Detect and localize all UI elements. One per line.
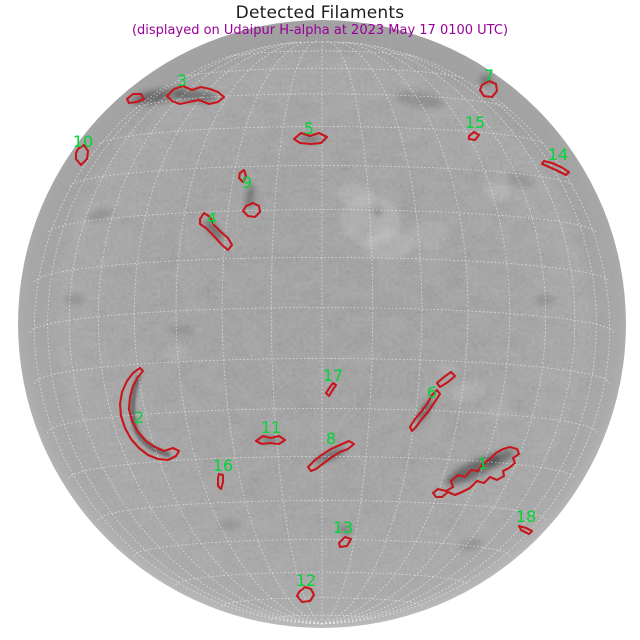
grid-line bbox=[321, 41, 423, 625]
plage-bright-patch bbox=[484, 184, 512, 200]
filament-label-15: 15 bbox=[465, 113, 485, 132]
filament-label-6: 6 bbox=[427, 383, 437, 402]
filament-label-13: 13 bbox=[333, 518, 353, 537]
grid-line bbox=[69, 165, 575, 187]
filament-label-1: 1 bbox=[478, 454, 488, 473]
dark-mottle bbox=[204, 219, 224, 241]
dark-mottle bbox=[480, 75, 492, 85]
filament-contour-5 bbox=[292, 131, 329, 146]
page-title: Detected Filaments bbox=[235, 3, 405, 23]
plage-bright-patch bbox=[365, 230, 415, 260]
filament-contour-7 bbox=[478, 79, 499, 99]
filament-label-9: 9 bbox=[242, 173, 252, 192]
filament-contour-9 bbox=[237, 168, 248, 184]
grid-line bbox=[133, 539, 511, 557]
filament-contour-6 bbox=[408, 388, 442, 433]
plage-bright-patch bbox=[438, 362, 458, 374]
filament-contour-4 bbox=[198, 211, 234, 252]
dark-mottle bbox=[245, 184, 255, 208]
filament-contour-11 bbox=[254, 434, 287, 446]
filament-contour-17 bbox=[324, 381, 338, 398]
filament-contour-18 bbox=[517, 524, 534, 536]
heliographic-grid bbox=[29, 40, 615, 625]
filament-label-16: 16 bbox=[213, 456, 233, 475]
plage-bright-patch bbox=[452, 378, 488, 402]
filament-contours bbox=[74, 79, 571, 604]
filament-contour-1 bbox=[431, 445, 521, 499]
grid-line bbox=[135, 93, 509, 109]
filament-label-17: 17 bbox=[323, 366, 343, 385]
filament-label-10: 10 bbox=[73, 132, 93, 151]
plage-bright-patch bbox=[337, 183, 373, 207]
filament-label-18: 18 bbox=[516, 507, 536, 526]
grid-line bbox=[280, 41, 364, 45]
dark-mottle bbox=[395, 92, 445, 108]
dark-mottle bbox=[299, 135, 321, 143]
grid-line bbox=[321, 41, 511, 625]
dark-mottle bbox=[218, 520, 242, 530]
filament-contour-15 bbox=[467, 130, 481, 142]
grid-line bbox=[47, 408, 597, 433]
filament-contour-14 bbox=[540, 159, 571, 177]
filament-label-3: 3 bbox=[177, 71, 187, 90]
grid-line bbox=[47, 53, 323, 625]
grid-line bbox=[29, 307, 615, 333]
dark-mottle bbox=[535, 295, 555, 305]
grid-line bbox=[178, 67, 466, 79]
filament-contour-6 bbox=[435, 370, 457, 389]
filament-contour-10 bbox=[74, 143, 90, 167]
dark-mottle bbox=[338, 525, 352, 535]
grid-line bbox=[175, 571, 469, 586]
filament-contour-9 bbox=[241, 201, 262, 219]
filament-label-11: 11 bbox=[261, 418, 281, 437]
page-subtitle: (displayed on Udaipur H-alpha at 2023 Ma… bbox=[131, 23, 509, 38]
dark-mottle bbox=[134, 87, 186, 105]
dark-mottle bbox=[166, 325, 194, 335]
filament-contour-8 bbox=[306, 439, 356, 473]
filament-label-5: 5 bbox=[304, 119, 314, 138]
plage-bright-patch bbox=[410, 221, 450, 249]
filament-label-8: 8 bbox=[326, 429, 336, 448]
filament-contour-16 bbox=[216, 472, 225, 491]
filament-label-4: 4 bbox=[207, 209, 217, 228]
filament-contour-3 bbox=[165, 84, 226, 106]
filament-contour-13 bbox=[337, 535, 353, 549]
filament-contour-2 bbox=[118, 366, 181, 462]
grid-line bbox=[226, 50, 418, 58]
dark-mottle bbox=[260, 436, 280, 444]
filament-label-14: 14 bbox=[548, 145, 568, 164]
dark-mottle bbox=[65, 294, 85, 306]
dark-mottle bbox=[88, 208, 112, 222]
filament-label-7: 7 bbox=[484, 66, 494, 85]
filament-contour-3 bbox=[125, 92, 146, 105]
plage-bright-patch bbox=[163, 344, 187, 360]
dark-mottle bbox=[458, 539, 482, 551]
grid-line bbox=[321, 53, 597, 625]
grid-line bbox=[221, 41, 323, 625]
grid-line bbox=[68, 455, 576, 479]
grid-line bbox=[270, 614, 374, 620]
plage-bright-patch bbox=[486, 404, 514, 420]
filament-label-12: 12 bbox=[296, 571, 316, 590]
filament-label-2: 2 bbox=[134, 408, 144, 427]
dark-mottle bbox=[505, 172, 535, 188]
filament-contour-12 bbox=[295, 585, 316, 604]
grid-line bbox=[99, 126, 545, 145]
grid-line bbox=[33, 357, 611, 384]
grid-line bbox=[34, 256, 610, 283]
dark-mottle bbox=[488, 449, 514, 467]
plage-bright-patch bbox=[290, 280, 310, 292]
